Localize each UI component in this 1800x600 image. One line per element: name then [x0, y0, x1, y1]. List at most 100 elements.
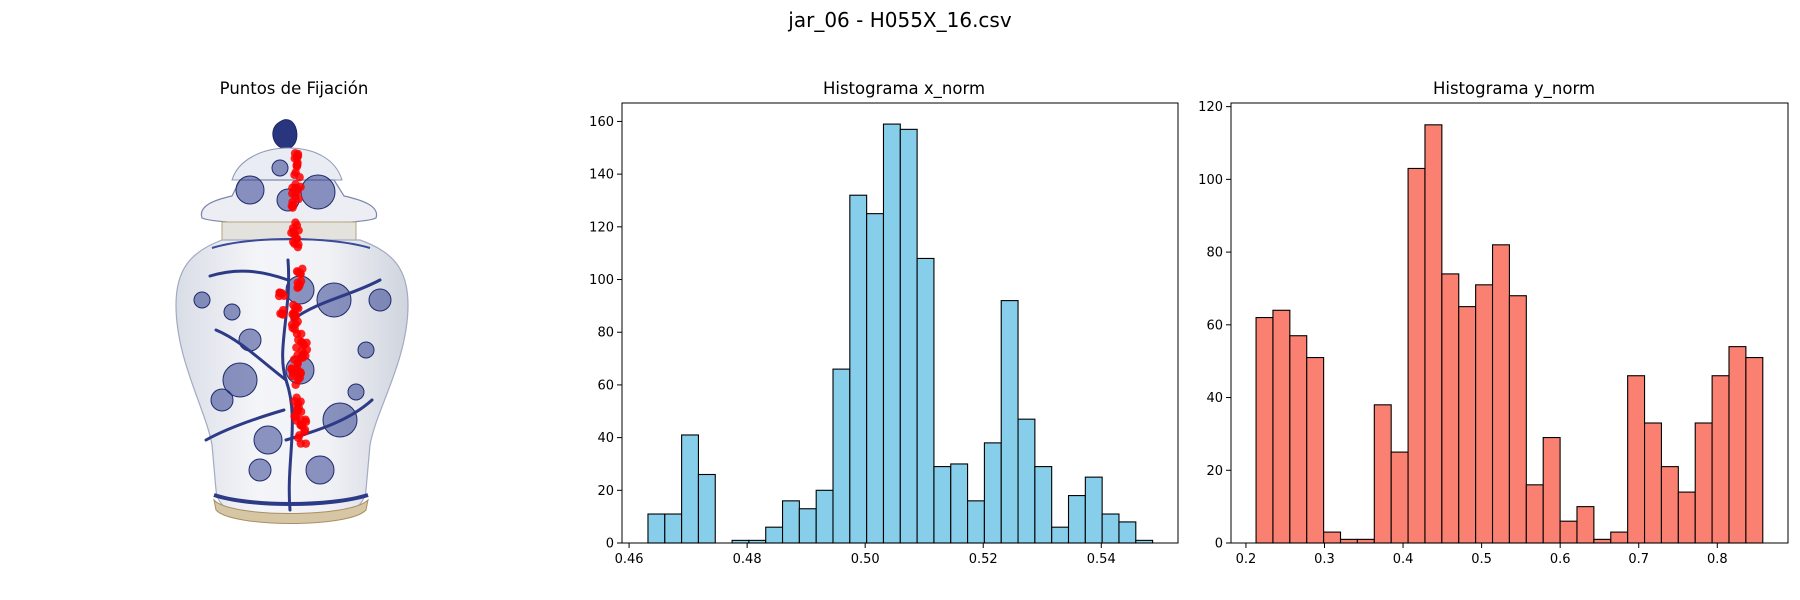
histogram-x-bar: [1000, 300, 1019, 544]
fixation-panel-title: Puntos de Fijación: [220, 79, 369, 98]
histogram-x-ytick-label: 140: [589, 168, 614, 183]
histogram-y-bar: [1356, 538, 1375, 544]
histogram-y-bar: [1255, 316, 1274, 544]
jar-stem: [204, 408, 286, 442]
histogram-x-bar: [849, 194, 868, 544]
histogram-y-bar: [1390, 451, 1409, 544]
jar-stem: [208, 269, 290, 282]
fixation-point: [292, 393, 301, 402]
histogram-y-xtick-label: 0.7: [1628, 552, 1649, 567]
histogram-y-xtick-label: 0.8: [1707, 552, 1728, 567]
histogram-y-title: Histograma y_norm: [1433, 79, 1595, 99]
jar-base-band: [213, 493, 369, 506]
fixation-point: [291, 380, 300, 389]
histogram-y-bar: [1593, 538, 1612, 544]
fixation-point: [296, 368, 305, 377]
histogram-x-ytick-label: 160: [589, 115, 614, 130]
histogram-y-bar: [1373, 404, 1392, 544]
histogram-x-bar: [1118, 521, 1137, 544]
jar-blossom: [222, 362, 258, 398]
fixation-point: [296, 439, 306, 448]
fixation-point: [289, 355, 299, 364]
histogram-x-ytick-label: 60: [597, 378, 614, 393]
jar-image: [175, 119, 409, 524]
histogram-y-ytick-label: 20: [1206, 464, 1223, 479]
histogram-x-bar: [765, 526, 784, 544]
histogram-y-bar: [1559, 520, 1578, 544]
histogram-y-bar: [1576, 506, 1595, 544]
jar-blossom: [235, 175, 265, 205]
histogram-y-bar: [1475, 284, 1494, 544]
histogram-y-bar: [1745, 356, 1764, 544]
jar-foot: [213, 498, 369, 524]
histogram-x-xtick-label: 0.52: [969, 552, 998, 567]
histogram-y-bar: [1728, 346, 1747, 544]
histogram-x-bar: [781, 500, 800, 544]
jar-finial: [272, 119, 298, 149]
histogram-y-bar: [1660, 466, 1679, 544]
histogram-y-xtick-label: 0.2: [1236, 552, 1257, 567]
fixation-point: [291, 218, 300, 227]
jar-blossom: [253, 425, 283, 455]
jar-blossom: [368, 288, 392, 312]
histogram-y-bar: [1306, 356, 1325, 544]
histogram-y-bar: [1508, 295, 1527, 544]
histogram-y-bar: [1542, 436, 1561, 544]
fixation-point: [297, 329, 306, 339]
histogram-x-bar: [1017, 418, 1036, 544]
jar-blossom: [300, 174, 336, 210]
fixation-point: [277, 289, 287, 298]
histogram-y-ytick-label: 100: [1198, 173, 1223, 188]
histogram-x-xtick-label: 0.46: [615, 552, 644, 567]
histogram-y-axes-frame: [1230, 102, 1789, 544]
fixation-panel: Puntos de Fijación: [175, 79, 409, 524]
fixation-point: [289, 310, 299, 319]
histogram-x-axes-frame: [621, 102, 1179, 544]
histogram-x-bar: [950, 463, 969, 544]
fixation-point: [290, 149, 300, 158]
histogram-x-bar: [899, 128, 918, 544]
jar-stem: [214, 328, 288, 382]
histogram-x-xtick-label: 0.54: [1087, 552, 1116, 567]
histogram-y-bar: [1610, 531, 1629, 544]
histogram-y-xtick-label: 0.6: [1550, 552, 1571, 567]
fixation-point: [294, 194, 303, 204]
histogram-x-xtick-label: 0.50: [851, 552, 880, 567]
histogram-y-bar: [1677, 491, 1696, 544]
fixation-points: [274, 149, 312, 448]
histogram-x-bar: [798, 508, 817, 544]
histogram-y-bar: [1441, 273, 1460, 544]
histogram-y-bar: [1407, 167, 1426, 544]
histogram-x-ytick-label: 80: [597, 326, 614, 341]
jar-stem: [290, 278, 382, 322]
fixation-point: [293, 407, 302, 416]
histogram-y-xtick-label: 0.5: [1471, 552, 1492, 567]
histogram-y-bars: [1255, 124, 1764, 544]
histogram-y-bar: [1491, 244, 1510, 544]
fixation-point: [278, 309, 287, 318]
histogram-y-bar: [1272, 309, 1291, 544]
histogram-x-ytick-label: 20: [597, 484, 614, 499]
fixation-point: [295, 173, 304, 182]
histogram-x-bar: [697, 473, 716, 544]
histogram-y-ytick-label: 80: [1206, 246, 1223, 261]
histogram-y-xtick-label: 0.3: [1314, 552, 1335, 567]
fixation-point: [292, 234, 302, 243]
histogram-y-bar: [1711, 375, 1730, 544]
histogram-x-title: Histograma x_norm: [823, 79, 985, 99]
jar-blossom: [193, 291, 211, 309]
fixation-point: [301, 415, 310, 424]
histogram-y-panel: Histograma y_norm 0.2 0.3 0.4 0.5 0.6 0.7 0.8 0…: [1198, 79, 1789, 567]
fixation-point: [299, 349, 308, 358]
histogram-x-bar: [664, 513, 683, 544]
histogram-x-bar: [681, 434, 699, 544]
histogram-x-ytick-label: 0: [606, 537, 614, 552]
jar-blossom: [248, 458, 272, 482]
fixation-point: [291, 180, 300, 189]
fixation-point: [293, 317, 302, 326]
histogram-y-bar: [1458, 306, 1477, 544]
histogram-x-bars: [647, 123, 1154, 544]
jar-blossom: [357, 341, 375, 359]
fixation-point: [293, 278, 302, 287]
